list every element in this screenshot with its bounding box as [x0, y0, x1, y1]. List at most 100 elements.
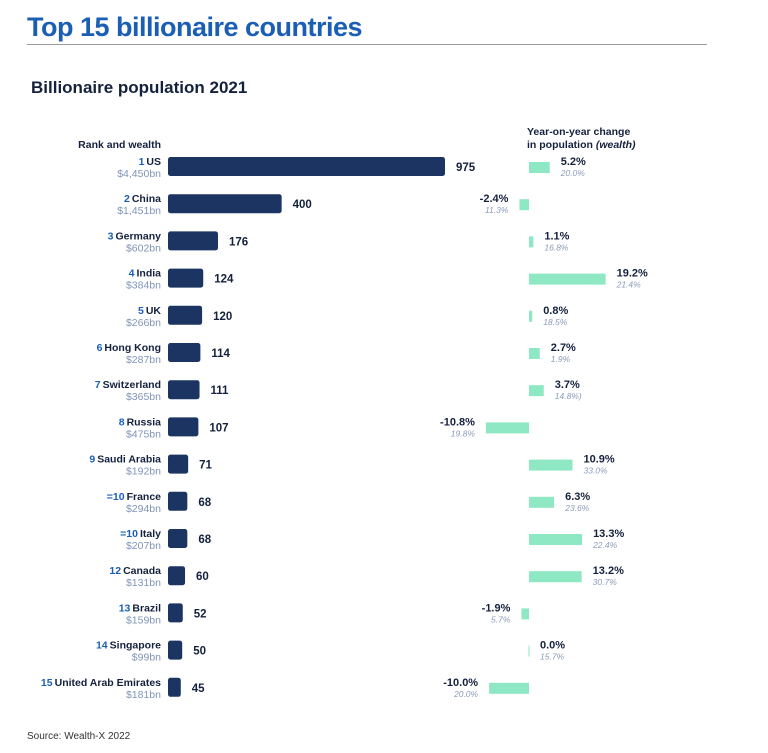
country-wealth: $294bn: [126, 503, 161, 515]
population-bar: [168, 231, 219, 251]
country-wealth: $131bn: [126, 577, 161, 589]
population-value: 176: [229, 236, 248, 248]
population-bar: [168, 343, 201, 362]
country-name: Singapore: [110, 640, 162, 652]
country-name: India: [136, 268, 161, 280]
change-value: 6.3%: [565, 491, 590, 503]
population-bar: [168, 677, 181, 697]
change-bar: [529, 348, 540, 359]
population-value: 400: [293, 199, 312, 211]
country-label: 13 Brazil: [119, 602, 161, 614]
wealth-change-value: 14.8%): [555, 391, 582, 401]
population-bar: [168, 454, 189, 474]
wealth-change-value: 15.7%: [540, 652, 565, 662]
page-title: Top 15 billionaire countries: [27, 12, 363, 42]
rank-number: 5: [138, 305, 144, 317]
chart-rows: 1 US$4,450bn 975 5.2%20.0%2 China$1,451bn 400…: [41, 156, 648, 701]
population-value: 60: [196, 571, 209, 583]
change-value: -10.0%: [443, 677, 478, 689]
rank-number: 12: [109, 565, 121, 577]
country-wealth: $99bn: [132, 652, 161, 664]
change-value: -2.4%: [480, 193, 509, 205]
country-wealth: $602bn: [126, 242, 161, 254]
country-label: 5 UK: [138, 305, 161, 317]
population-value: 124: [214, 274, 234, 286]
source-note: Source: Wealth-X 2022: [27, 731, 131, 742]
country-label: =10 Italy: [120, 528, 161, 540]
population-bar: [168, 491, 188, 511]
rank-number: 1: [139, 156, 145, 168]
left-column-header: Rank and wealth: [78, 139, 161, 151]
country-label: 15 United Arab Emirates: [41, 677, 161, 689]
country-name: Saudi Arabia: [97, 454, 161, 466]
population-bar: [168, 417, 199, 437]
wealth-change-value: 33.0%: [583, 466, 608, 476]
rank-number: 9: [89, 454, 95, 466]
change-value: 10.9%: [583, 454, 614, 466]
change-bar: [529, 310, 533, 322]
change-bar: [485, 422, 529, 434]
country-wealth: $181bn: [126, 689, 161, 701]
population-value: 111: [211, 385, 230, 397]
change-bar: [529, 273, 606, 285]
rank-number: 14: [96, 640, 108, 652]
right-header-plain: in population: [527, 139, 593, 151]
country-label: 8 Russia: [119, 416, 161, 428]
population-bar: [168, 640, 183, 660]
country-label: 4 India: [129, 268, 162, 280]
right-column-header-line1: Year-on-year change: [527, 126, 630, 138]
wealth-change-value: 16.8%: [544, 242, 569, 252]
country-name: China: [132, 193, 161, 205]
country-name: US: [146, 156, 161, 168]
country-wealth: $475bn: [126, 428, 161, 440]
change-bar: [519, 199, 529, 211]
change-value: -10.8%: [440, 416, 475, 428]
population-bar: [168, 194, 282, 214]
country-label: 7 Switzerland: [95, 379, 161, 391]
rank-number: 4: [129, 268, 135, 280]
country-label: =10 France: [107, 491, 161, 503]
wealth-change-value: 30.7%: [593, 577, 618, 587]
wealth-change-value: 1.9%: [551, 354, 571, 364]
change-value: 5.2%: [561, 156, 586, 168]
country-label: 9 Saudi Arabia: [89, 454, 161, 466]
country-label: 2 China: [124, 193, 161, 205]
change-value: 0.8%: [543, 305, 568, 317]
change-bar: [528, 645, 530, 657]
country-label: 6 Hong Kong: [97, 342, 161, 354]
billionaire-chart: Rank and wealth Year-on-year change in p…: [41, 126, 648, 701]
right-header-italic: (wealth): [596, 139, 636, 151]
rank-number: 13: [119, 602, 131, 614]
change-bar: [529, 162, 550, 173]
population-value: 68: [198, 534, 211, 546]
change-bar: [521, 608, 529, 620]
rank-number: =10: [107, 491, 125, 503]
population-bar: [168, 157, 445, 176]
rank-number: 2: [124, 193, 130, 205]
country-wealth: $4,450bn: [117, 168, 161, 180]
population-bar: [168, 380, 200, 400]
population-value: 45: [192, 683, 205, 695]
country-name: Hong Kong: [104, 342, 161, 354]
chart-subtitle: Billionaire population 2021: [31, 78, 248, 97]
wealth-change-value: 19.8%: [451, 428, 476, 438]
wealth-change-value: 20.0%: [560, 168, 586, 178]
population-value: 68: [198, 497, 211, 509]
population-value: 50: [193, 646, 206, 658]
change-value: 13.3%: [593, 528, 624, 540]
population-value: 120: [213, 311, 232, 323]
change-bar: [529, 236, 534, 248]
wealth-change-value: 18.5%: [543, 317, 568, 327]
country-name: Germany: [115, 230, 161, 242]
country-wealth: $384bn: [126, 280, 161, 292]
population-value: 114: [211, 348, 230, 360]
country-wealth: $207bn: [126, 540, 161, 552]
population-bar: [168, 529, 188, 548]
change-bar: [529, 571, 582, 583]
country-wealth: $159bn: [126, 614, 161, 626]
rank-number: =10: [120, 528, 138, 540]
change-value: -1.9%: [482, 602, 511, 614]
rank-number: 15: [41, 677, 53, 689]
change-value: 3.7%: [555, 379, 580, 391]
wealth-change-value: 23.6%: [564, 503, 590, 513]
